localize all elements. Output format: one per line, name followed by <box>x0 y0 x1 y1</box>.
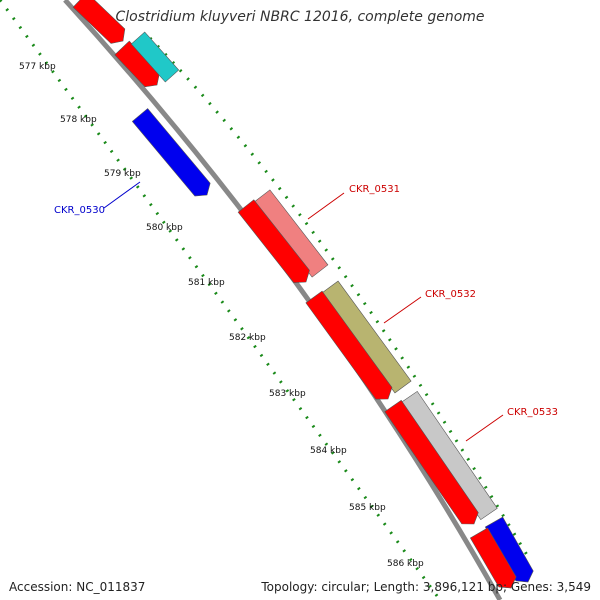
gene-features <box>72 0 534 589</box>
tick-label: 586 kbp <box>387 559 424 569</box>
gene-trna <box>130 31 180 83</box>
gene-label: CKR_0530 <box>54 205 105 216</box>
gene-label: CKR_0532 <box>425 289 476 300</box>
gene-ckr-0531 <box>253 189 329 278</box>
tick-label: 577 kbp <box>19 62 56 72</box>
gene-label: CKR_0531 <box>349 184 400 195</box>
tick-labels: 577 kbp 578 kbp 579 kbp 580 kbp 581 kbp 582 k… <box>19 62 424 569</box>
gene-label-leader <box>465 414 504 442</box>
tick-label: 583 kbp <box>269 389 306 399</box>
gene-label: CKR_0533 <box>507 407 558 418</box>
gene-cds-mid-2 <box>305 290 393 400</box>
gene-cds-bottom-1 <box>384 399 479 525</box>
gene-cds-mid-1 <box>237 199 310 284</box>
gene-blue-bottom <box>484 516 534 583</box>
dotted-ruler-track <box>0 0 532 600</box>
outer-dotted-track <box>148 36 532 561</box>
tick-label: 584 kbp <box>310 446 347 456</box>
map-title: Clostridium kluyveri NBRC 12016, complet… <box>115 9 485 25</box>
gene-label-leader <box>103 181 141 209</box>
tick-label: 578 kbp <box>60 115 97 125</box>
tick-label: 582 kbp <box>229 333 266 343</box>
gene-cds-top-1 <box>72 0 126 44</box>
gene-ckr-0530 <box>131 108 211 197</box>
tick-label: 579 kbp <box>104 169 141 179</box>
tick-label: 580 kbp <box>146 223 183 233</box>
genome-summary-text: Topology: circular; Length: 3,896,121 bp… <box>261 580 591 594</box>
genome-backbone <box>63 0 503 600</box>
gene-label-leader <box>307 192 345 220</box>
gene-labels: CKR_0530 CKR_0531 CKR_0532 CKR_0533 <box>54 181 558 442</box>
accession-text: Accession: NC_011837 <box>9 580 146 594</box>
tick-label: 585 kbp <box>349 503 386 513</box>
gene-ckr-0532 <box>321 280 412 394</box>
tick-label: 581 kbp <box>188 278 225 288</box>
gene-cds-bottom-2 <box>469 527 517 589</box>
gene-label-leader <box>383 296 422 324</box>
gene-ckr-0533 <box>400 390 498 521</box>
